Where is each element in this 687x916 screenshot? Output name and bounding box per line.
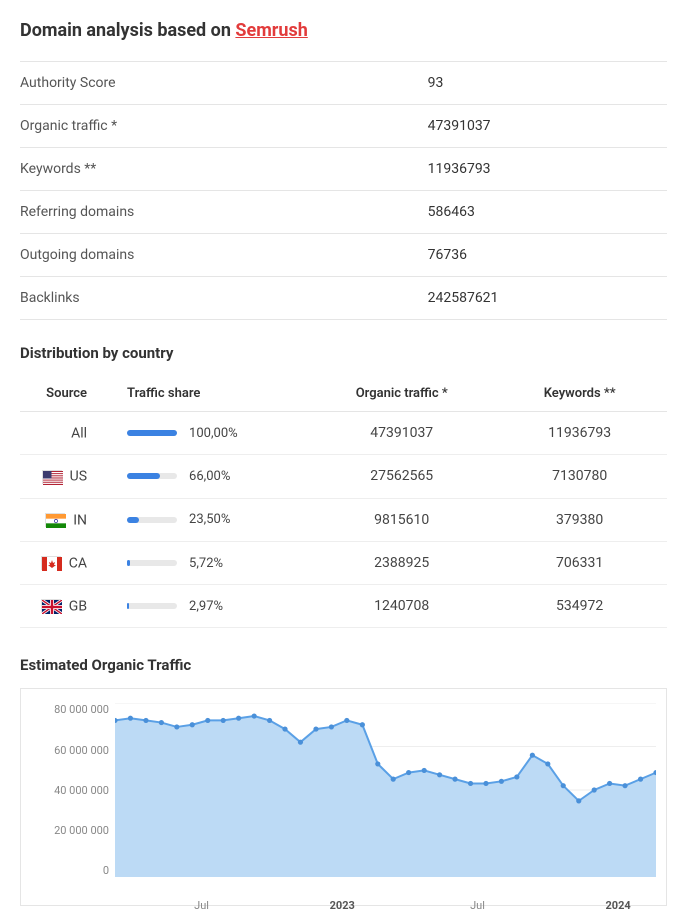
flag-icon	[41, 599, 61, 613]
dist-share: 23,50%	[117, 498, 311, 541]
ytick-label: 80 000 000	[31, 703, 109, 716]
metric-row: Authority Score93	[20, 62, 667, 105]
dist-share: 66,00%	[117, 455, 311, 498]
dist-col-share: Traffic share	[117, 376, 311, 412]
dist-row: IN 23,50% 9815610379380	[20, 498, 667, 541]
dist-keywords: 7130780	[492, 455, 667, 498]
ytick-label: 40 000 000	[31, 784, 109, 797]
share-pct: 2,97%	[189, 599, 223, 614]
dist-row: All 100,00% 4739103711936793	[20, 412, 667, 455]
metric-row: Backlinks242587621	[20, 277, 667, 320]
dist-source: US	[20, 455, 117, 498]
country-code: IN	[73, 512, 87, 528]
metric-value: 93	[428, 62, 667, 105]
flag-icon	[42, 470, 62, 484]
dist-share: 100,00%	[117, 412, 311, 455]
metric-label: Outgoing domains	[20, 234, 428, 277]
dist-source: CA	[20, 541, 117, 584]
xtick-label: Jul	[194, 899, 209, 912]
metric-row: Organic traffic *47391037	[20, 105, 667, 148]
share-pct: 66,00%	[189, 469, 230, 484]
distribution-table: Source Traffic share Organic traffic * K…	[20, 376, 667, 628]
flag-icon	[45, 513, 65, 527]
metric-row: Referring domains586463	[20, 191, 667, 234]
dist-col-source: Source	[20, 376, 117, 412]
share-bar	[127, 430, 177, 436]
traffic-chart: 80 000 000 60 000 000 40 000 000 20 000 000…	[20, 688, 667, 906]
metric-label: Organic traffic *	[20, 105, 428, 148]
ytick-label: 20 000 000	[31, 824, 109, 837]
dist-keywords: 534972	[492, 585, 667, 628]
dist-share: 5,72%	[117, 541, 311, 584]
metrics-table: Authority Score93Organic traffic *473910…	[20, 61, 667, 320]
metric-value: 11936793	[428, 148, 667, 191]
dist-organic: 9815610	[311, 498, 492, 541]
xtick-label: 2024	[606, 899, 631, 912]
dist-organic: 2388925	[311, 541, 492, 584]
dist-col-organic: Organic traffic *	[311, 376, 492, 412]
metric-label: Referring domains	[20, 191, 428, 234]
share-bar	[127, 517, 177, 523]
country-code: All	[71, 425, 87, 441]
dist-keywords: 379380	[492, 498, 667, 541]
dist-row: US 66,00% 275625657130780	[20, 455, 667, 498]
share-bar	[127, 473, 177, 479]
dist-organic: 27562565	[311, 455, 492, 498]
dist-share: 2,97%	[117, 585, 311, 628]
share-pct: 23,50%	[189, 512, 230, 527]
chart-plot	[115, 703, 656, 877]
metric-row: Outgoing domains76736	[20, 234, 667, 277]
metric-label: Backlinks	[20, 277, 428, 320]
dist-source: GB	[20, 585, 117, 628]
flag-icon	[41, 556, 61, 570]
dist-row: CA 5,72% 2388925706331	[20, 541, 667, 584]
chart-title: Estimated Organic Traffic	[20, 656, 667, 674]
metric-label: Authority Score	[20, 62, 428, 105]
dist-row: GB 2,97% 1240708534972	[20, 585, 667, 628]
page-title: Domain analysis based on Semrush	[20, 20, 667, 41]
dist-organic: 47391037	[311, 412, 492, 455]
dist-keywords: 11936793	[492, 412, 667, 455]
dist-source: IN	[20, 498, 117, 541]
ytick-label: 60 000 000	[31, 744, 109, 757]
semrush-link[interactable]: Semrush	[235, 20, 307, 41]
country-code: US	[70, 469, 87, 485]
share-bar	[127, 560, 177, 566]
distribution-title: Distribution by country	[20, 344, 667, 362]
xtick-label: Jul	[470, 899, 485, 912]
country-code: CA	[69, 555, 87, 571]
metric-value: 242587621	[428, 277, 667, 320]
ytick-label: 0	[31, 864, 109, 877]
metric-value: 47391037	[428, 105, 667, 148]
share-pct: 100,00%	[189, 426, 238, 441]
metric-value: 76736	[428, 234, 667, 277]
dist-keywords: 706331	[492, 541, 667, 584]
metric-value: 586463	[428, 191, 667, 234]
share-pct: 5,72%	[189, 556, 223, 571]
dist-source: All	[20, 412, 117, 455]
share-bar	[127, 603, 177, 609]
country-code: GB	[69, 598, 87, 614]
metric-label: Keywords **	[20, 148, 428, 191]
dist-organic: 1240708	[311, 585, 492, 628]
dist-col-keywords: Keywords **	[492, 376, 667, 412]
xtick-label: 2023	[330, 899, 355, 912]
metric-row: Keywords **11936793	[20, 148, 667, 191]
chart-yaxis: 80 000 000 60 000 000 40 000 000 20 000 000…	[31, 703, 109, 877]
title-prefix: Domain analysis based on	[20, 20, 235, 41]
